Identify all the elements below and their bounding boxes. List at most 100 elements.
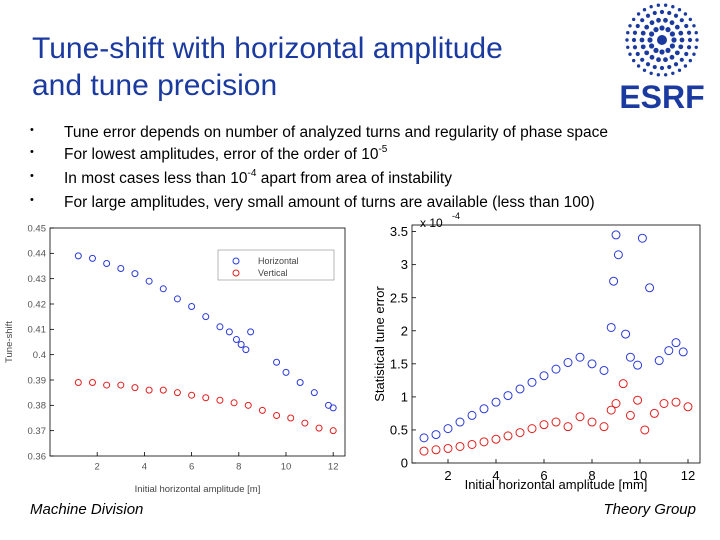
data-point — [282, 368, 290, 376]
data-point — [329, 404, 337, 412]
logo-dot — [640, 30, 646, 36]
logo-dot — [692, 52, 696, 56]
logo-dot — [669, 54, 675, 60]
logo-dot — [686, 30, 692, 35]
logo-text: ESRF — [619, 79, 704, 114]
y-tick-label: 3 — [401, 257, 408, 272]
x-tick-label: 4 — [142, 462, 147, 473]
logo-dot — [626, 45, 630, 49]
logo-dot — [640, 18, 645, 23]
x-tick-label: 12 — [328, 462, 339, 473]
y-tick-label: 0.41 — [28, 325, 47, 336]
legend-marker — [232, 269, 240, 277]
logo-dot — [669, 43, 675, 49]
data-point — [479, 404, 489, 414]
data-point — [145, 277, 153, 285]
data-point — [188, 303, 196, 311]
data-point — [455, 441, 465, 451]
data-point — [419, 433, 429, 443]
logo-dot — [659, 49, 665, 55]
data-point — [202, 394, 210, 402]
y-tick-label: 0.43 — [28, 274, 47, 285]
legend: Horizontal Vertical — [217, 249, 335, 281]
logo-dot — [649, 71, 653, 75]
logo-dot — [631, 17, 636, 22]
tune-shift-chart: 2 4 6 8 10 12 0.36 0.37 0.38 0.39 0.4 0.41 0.42 0.43 0… — [4, 223, 346, 495]
logo-dot — [644, 50, 650, 56]
y-axis-label: Tune-shift — [4, 321, 15, 363]
data-point — [287, 414, 295, 422]
data-point — [606, 405, 616, 415]
bullet-text: Tune error depends on number of analyzed… — [64, 124, 608, 141]
data-point — [173, 389, 181, 397]
data-point — [103, 259, 111, 267]
data-point — [611, 230, 621, 240]
logo-dot — [665, 47, 671, 53]
logo-dot — [649, 54, 655, 60]
data-point — [159, 285, 167, 293]
logo-dot — [679, 37, 685, 43]
data-point — [117, 265, 125, 273]
data-point — [202, 313, 210, 321]
data-point — [315, 424, 323, 432]
logo-dot — [671, 71, 675, 75]
series-horizontal — [74, 252, 337, 412]
bullet-marker: • — [30, 124, 34, 136]
y-tick-label: 0.37 — [28, 426, 47, 437]
data-point — [654, 356, 664, 366]
logo-dot — [653, 27, 659, 33]
logo-dot — [652, 64, 657, 70]
data-point — [659, 399, 669, 408]
axis-scale-label: x 10 — [420, 216, 443, 230]
data-point — [232, 335, 240, 343]
legend-label: Horizontal — [258, 256, 299, 266]
legend-box — [217, 249, 335, 281]
data-point — [244, 401, 252, 409]
bullet-exponent: -5 — [378, 144, 388, 155]
logo-dot — [644, 24, 650, 30]
logo-dot — [684, 51, 689, 57]
data-point — [145, 386, 153, 394]
logo-dot — [677, 7, 682, 12]
data-point — [539, 420, 549, 430]
logo-dot — [673, 13, 679, 18]
x-tick-label: 6 — [189, 462, 194, 473]
logo-dot — [687, 37, 693, 43]
logo-dot — [642, 68, 647, 73]
bullet-text-tail: apart from area of instability — [256, 170, 452, 187]
data-point — [188, 391, 196, 399]
y-tick-label: 0.45 — [28, 223, 47, 234]
logo-dot — [678, 30, 684, 36]
series-vertical — [419, 379, 693, 456]
title-line-2: and tune precision — [32, 69, 278, 102]
logo-dot — [679, 57, 684, 62]
logo-dot — [663, 57, 668, 63]
data-point — [539, 371, 549, 381]
esrf-logo: ESRF — [619, 3, 705, 114]
data-point — [237, 341, 245, 349]
logo-dot — [688, 58, 693, 63]
logo-dot — [671, 5, 675, 9]
data-point — [678, 347, 688, 357]
logo-dot — [663, 73, 668, 77]
data-point — [503, 431, 513, 441]
logo-dot — [649, 31, 655, 37]
data-point — [606, 322, 616, 332]
data-point — [611, 399, 621, 408]
data-point — [587, 359, 597, 369]
y-tick-label: 0.36 — [28, 451, 47, 462]
logo-dot — [674, 24, 680, 30]
axis-scale-exponent: -4 — [452, 211, 460, 221]
x-tick-label: 10 — [281, 462, 292, 473]
data-point — [329, 427, 337, 435]
logo-dot-ring — [625, 3, 699, 77]
logo-dot — [663, 17, 668, 23]
y-tick-label: 0.42 — [28, 299, 47, 310]
title-line-1: Tune-shift with horizontal amplitude — [32, 32, 503, 65]
x-axis-label: Initial horizontal amplitude [m] — [135, 484, 261, 495]
data-point — [625, 352, 635, 362]
logo-dot — [656, 73, 661, 77]
data-point — [621, 329, 631, 339]
data-point — [467, 410, 477, 420]
logo-dot — [635, 51, 640, 57]
